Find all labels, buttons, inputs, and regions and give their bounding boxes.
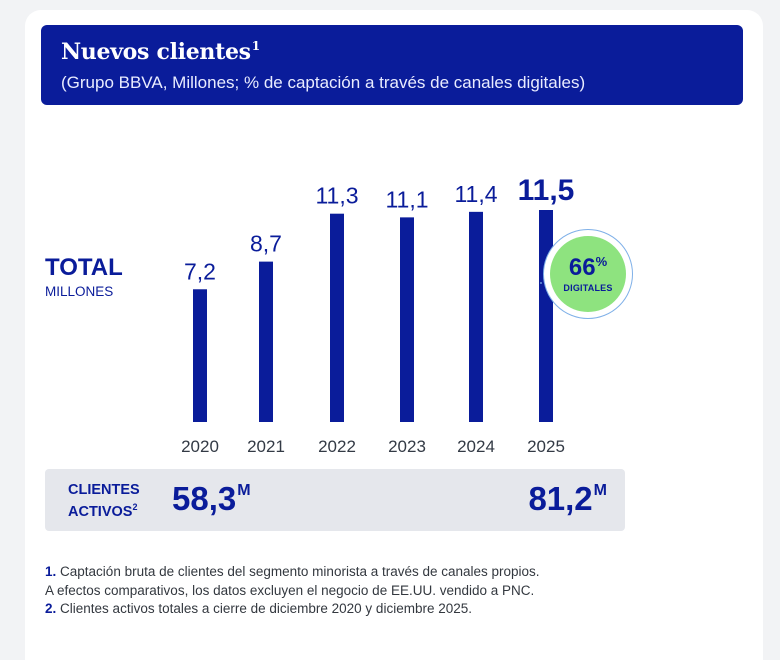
chart-subtitle: (Grupo BBVA, Millones; % de captación a …: [61, 73, 586, 92]
x-tick-2025: 2025: [527, 437, 565, 456]
x-tick-2021: 2021: [247, 437, 285, 456]
value-label-2021: 8,7: [250, 231, 282, 257]
chart-title: Nuevos clientes1: [61, 39, 260, 65]
x-tick-2024: 2024: [457, 437, 495, 456]
value-label-2023: 11,1: [385, 186, 428, 212]
digital-badge: 66% DIGITALES: [550, 236, 626, 312]
bar-2021: [259, 261, 273, 422]
active-clients-panel: CLIENTES ACTIVOS2 58,3M 81,2M: [45, 469, 625, 531]
footnote-2: 2. Clientes activos totales a cierre de …: [45, 601, 472, 616]
value-label-2020: 7,2: [184, 258, 216, 284]
title-footnote-ref: 1: [251, 39, 260, 53]
x-tick-2022: 2022: [318, 437, 356, 456]
bar-2024: [469, 211, 483, 422]
value-label-2024: 11,4: [454, 181, 497, 207]
total-label: TOTAL: [45, 254, 123, 281]
x-tick-2020: 2020: [181, 437, 219, 456]
total-sublabel: MILLONES: [45, 284, 114, 299]
header-banner: Nuevos clientes1 (Grupo BBVA, Millones; …: [41, 25, 743, 105]
digital-badge-ring: 66% DIGITALES: [543, 229, 633, 319]
digital-percentage: 66%: [568, 254, 608, 281]
bar-2025: [539, 210, 553, 422]
active-clients-label: CLIENTES ACTIVOS2: [68, 482, 140, 520]
bar-chart: 7,2 2020 8,7 2021 11,3 2022 11,1 2023 11,4 2024 11…: [181, 174, 575, 456]
value-label-2025: 11,5: [518, 174, 575, 207]
digital-label: DIGITALES: [563, 283, 613, 293]
footnote-1: 1. Captación bruta de clientes del segme…: [45, 564, 540, 579]
footnotes: 1. Captación bruta de clientes del segme…: [45, 563, 540, 619]
card: Nuevos clientes1 (Grupo BBVA, Millones; …: [25, 10, 763, 660]
bar-2022: [330, 213, 344, 422]
bar-2023: [400, 217, 414, 422]
active-clients-2020: 58,3M: [172, 480, 251, 517]
active-clients-2025: 81,2M: [528, 480, 607, 517]
value-label-2022: 11,3: [315, 183, 358, 209]
footnote-1-cont: A efectos comparativos, los datos excluy…: [45, 582, 535, 598]
x-tick-2023: 2023: [388, 437, 426, 456]
bar-2020: [193, 289, 207, 422]
